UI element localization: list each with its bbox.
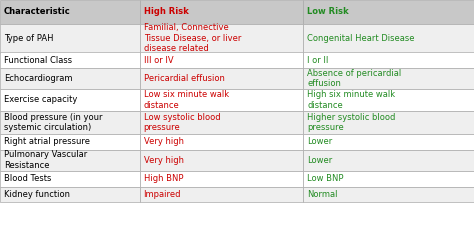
Bar	[0, 24, 140, 52]
Text: III or IV: III or IV	[144, 56, 173, 65]
Text: Characteristic: Characteristic	[4, 7, 71, 16]
Bar	[140, 134, 303, 150]
Bar	[0, 110, 140, 134]
Text: High six minute walk
distance: High six minute walk distance	[307, 90, 395, 110]
Bar	[0, 89, 140, 110]
Text: Low Risk: Low Risk	[307, 7, 349, 16]
Bar	[0, 52, 140, 68]
Text: Kidney function: Kidney function	[4, 190, 70, 199]
Text: Higher systolic blood
pressure: Higher systolic blood pressure	[307, 112, 395, 132]
Bar	[140, 150, 303, 171]
Text: Normal: Normal	[307, 190, 337, 199]
Bar	[303, 186, 474, 202]
Bar	[0, 186, 140, 202]
Bar	[0, 150, 140, 171]
Bar	[140, 0, 303, 24]
Text: Blood pressure (in your
systemic circulation): Blood pressure (in your systemic circula…	[4, 112, 102, 132]
Bar	[140, 52, 303, 68]
Text: Impaired: Impaired	[144, 190, 181, 199]
Text: Exercise capacity: Exercise capacity	[4, 95, 77, 104]
Text: Echocardiogram: Echocardiogram	[4, 74, 73, 83]
Bar	[140, 186, 303, 202]
Bar	[140, 89, 303, 110]
Text: Right atrial pressure: Right atrial pressure	[4, 138, 90, 146]
Bar	[0, 171, 140, 186]
Text: Familial, Connective
Tissue Disease, or liver
disease related: Familial, Connective Tissue Disease, or …	[144, 23, 241, 54]
Bar	[140, 110, 303, 134]
Bar	[303, 171, 474, 186]
Bar	[303, 0, 474, 24]
Bar	[303, 110, 474, 134]
Bar	[140, 24, 303, 52]
Text: Very high: Very high	[144, 138, 183, 146]
Text: Lower: Lower	[307, 138, 332, 146]
Bar	[303, 89, 474, 110]
Bar	[303, 68, 474, 89]
Bar	[303, 52, 474, 68]
Text: Lower: Lower	[307, 156, 332, 165]
Text: Pericardial effusion: Pericardial effusion	[144, 74, 225, 83]
Text: Pulmonary Vascular
Resistance: Pulmonary Vascular Resistance	[4, 150, 87, 170]
Text: Low BNP: Low BNP	[307, 174, 344, 183]
Bar	[140, 68, 303, 89]
Bar	[0, 0, 140, 24]
Bar	[0, 134, 140, 150]
Text: High Risk: High Risk	[144, 7, 188, 16]
Text: Congenital Heart Disease: Congenital Heart Disease	[307, 34, 415, 42]
Text: Type of PAH: Type of PAH	[4, 34, 53, 42]
Bar	[140, 171, 303, 186]
Bar	[303, 150, 474, 171]
Text: High BNP: High BNP	[144, 174, 183, 183]
Text: I or II: I or II	[307, 56, 328, 65]
Text: Low systolic blood
pressure: Low systolic blood pressure	[144, 112, 220, 132]
Bar	[303, 134, 474, 150]
Text: Blood Tests: Blood Tests	[4, 174, 51, 183]
Text: Low six minute walk
distance: Low six minute walk distance	[144, 90, 229, 110]
Bar	[0, 68, 140, 89]
Bar	[303, 24, 474, 52]
Text: Very high: Very high	[144, 156, 183, 165]
Text: Absence of pericardial
effusion: Absence of pericardial effusion	[307, 69, 401, 88]
Text: Functional Class: Functional Class	[4, 56, 72, 65]
